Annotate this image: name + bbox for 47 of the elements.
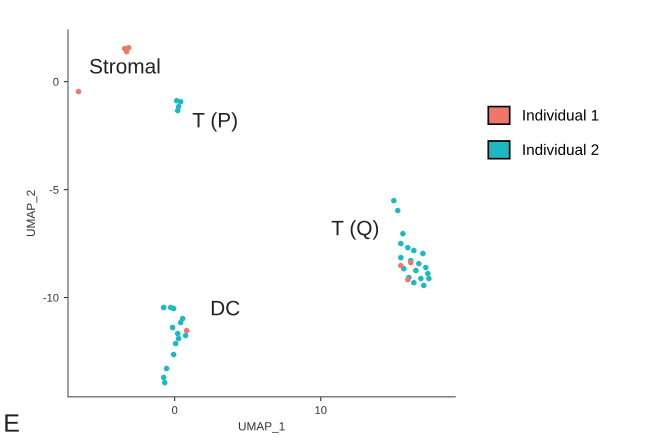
legend-label: Individual 2 bbox=[523, 144, 598, 156]
point bbox=[178, 98, 184, 105]
y-tick-label: -10 bbox=[43, 294, 59, 302]
annotation: DC bbox=[212, 300, 240, 316]
point bbox=[160, 304, 166, 310]
point bbox=[170, 352, 176, 358]
point bbox=[172, 340, 178, 346]
point bbox=[423, 264, 429, 270]
annotation: Stromal bbox=[90, 58, 160, 74]
y-tick-label: -5 bbox=[50, 186, 59, 194]
point bbox=[425, 270, 431, 276]
annotation: T (Q) bbox=[332, 220, 378, 240]
annotation: T (P) bbox=[192, 112, 237, 132]
point bbox=[426, 276, 432, 282]
point bbox=[170, 324, 176, 330]
point bbox=[176, 336, 182, 342]
point bbox=[164, 366, 170, 372]
point bbox=[398, 254, 404, 260]
point bbox=[174, 330, 181, 336]
point bbox=[398, 262, 404, 268]
point bbox=[413, 268, 419, 274]
legend-label: Individual 1 bbox=[523, 109, 598, 121]
point bbox=[405, 244, 411, 250]
point bbox=[170, 306, 176, 312]
x-axis-title: UMAP_1 bbox=[238, 422, 285, 433]
point bbox=[182, 332, 188, 338]
text: E bbox=[5, 414, 19, 432]
point bbox=[184, 328, 190, 334]
point bbox=[162, 380, 168, 386]
point bbox=[420, 282, 427, 288]
point bbox=[400, 230, 406, 236]
point bbox=[418, 276, 424, 282]
point bbox=[391, 198, 397, 204]
point bbox=[411, 280, 417, 286]
y-tick-label: 0 bbox=[53, 78, 59, 86]
point bbox=[174, 108, 181, 114]
point bbox=[178, 320, 184, 326]
point bbox=[76, 88, 82, 94]
y-axis-title: UMAP_2 bbox=[26, 190, 38, 236]
point bbox=[416, 260, 422, 266]
point bbox=[398, 240, 404, 246]
point bbox=[180, 316, 186, 322]
x-tick-label: 10 bbox=[315, 406, 327, 414]
point bbox=[420, 250, 426, 256]
point bbox=[411, 248, 417, 254]
point bbox=[394, 208, 401, 214]
point bbox=[160, 374, 166, 380]
